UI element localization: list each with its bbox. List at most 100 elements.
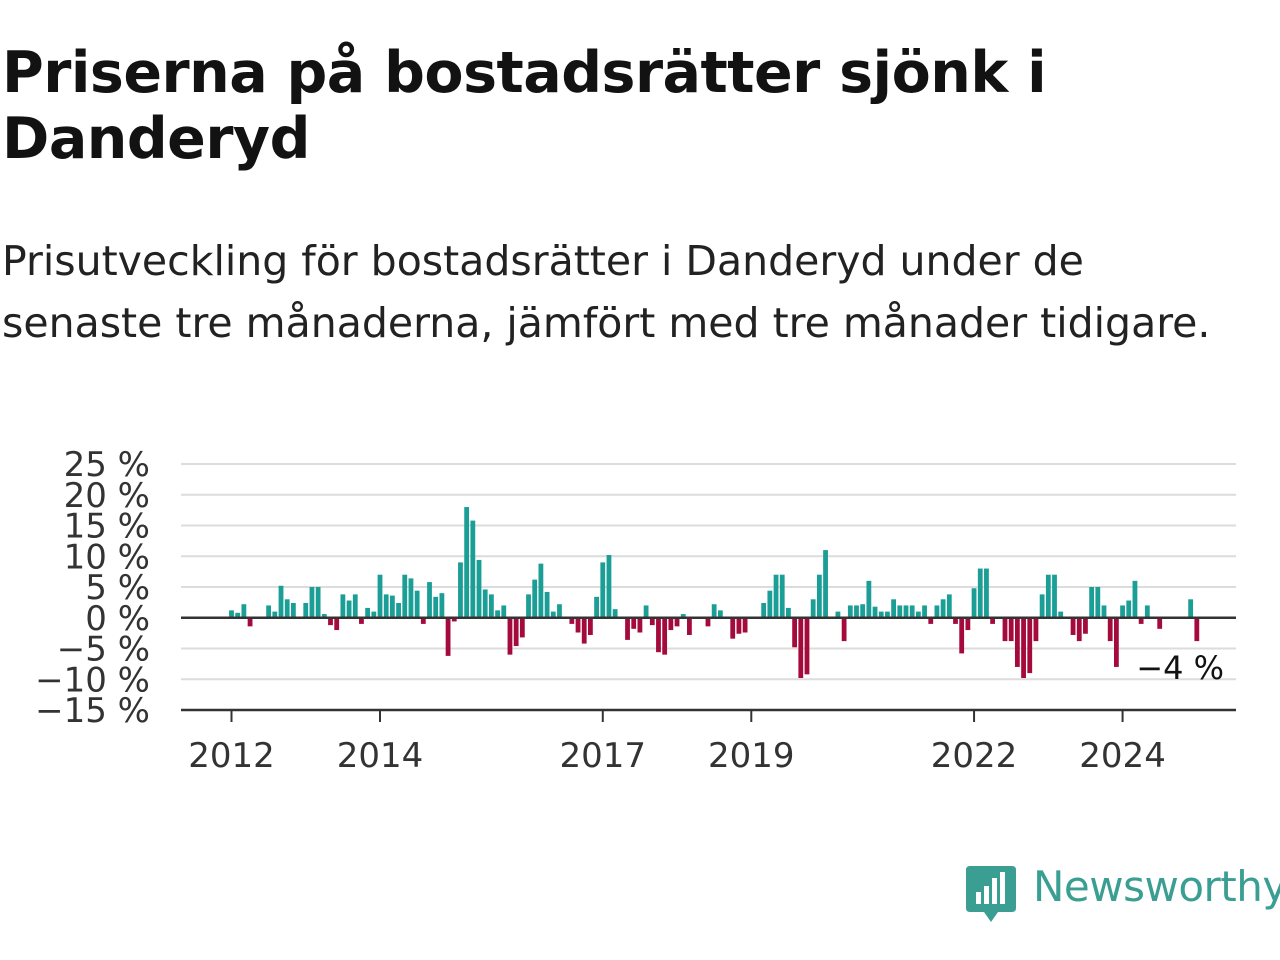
y-tick-label: 10 % [64, 537, 150, 577]
bar [761, 602, 767, 618]
bar [736, 617, 742, 634]
bar [606, 555, 612, 618]
bar [513, 617, 519, 647]
x-axis-labels: 2012 2014 2017 2019 2022 2024 [188, 710, 1166, 776]
bar [860, 604, 866, 618]
bar [922, 605, 927, 618]
bar [878, 611, 884, 618]
bar [866, 580, 872, 618]
bar [705, 617, 711, 627]
bar [1008, 617, 1014, 642]
bar [891, 599, 897, 618]
bar [1144, 605, 1150, 618]
bar [495, 610, 500, 618]
y-tick-label: 20 % [64, 476, 150, 516]
bar [946, 594, 952, 618]
bar [940, 599, 946, 618]
bar [928, 617, 934, 624]
bar [476, 559, 482, 618]
bar [315, 587, 321, 618]
bar [810, 599, 816, 618]
bar [247, 617, 253, 627]
bar [680, 614, 686, 618]
bar [588, 617, 593, 635]
bar [1033, 617, 1039, 642]
bar [903, 605, 909, 618]
bar [470, 520, 476, 618]
bar [909, 605, 915, 618]
bar [717, 610, 723, 618]
grid-lines [181, 463, 1236, 681]
bar [1052, 574, 1057, 618]
bar [464, 507, 470, 618]
x-tick-label: 2012 [188, 736, 275, 776]
bar [284, 599, 290, 618]
y-tick-label: −10 % [35, 660, 150, 700]
bar [309, 587, 315, 618]
bar [804, 617, 810, 675]
bar [841, 617, 847, 642]
x-tick-label: 2014 [337, 736, 424, 776]
bar [414, 590, 420, 618]
bar [235, 612, 241, 618]
bar [971, 588, 977, 618]
bar [1076, 617, 1082, 642]
bar [1101, 605, 1107, 618]
bar [1058, 611, 1064, 618]
brand-name: Newsworthy [1033, 862, 1280, 911]
bar [953, 617, 958, 624]
bar [1138, 617, 1144, 624]
bar [1089, 587, 1095, 618]
bar [303, 602, 309, 618]
bar [507, 617, 513, 655]
bar [872, 606, 878, 618]
x-tick-label: 2022 [931, 736, 1018, 776]
bar [742, 617, 748, 633]
bar [847, 605, 853, 618]
bar [272, 611, 278, 618]
bar [1107, 617, 1113, 642]
bar [637, 617, 643, 633]
bar [823, 550, 828, 618]
bar [396, 602, 401, 618]
bar [229, 610, 234, 618]
y-tick-label: 5 % [85, 568, 150, 608]
bar [526, 594, 531, 618]
x-tick-label: 2017 [560, 736, 647, 776]
bar [439, 593, 445, 618]
y-tick-label: 15 % [64, 507, 150, 547]
bar [482, 589, 488, 618]
bar [1002, 617, 1008, 642]
bar [656, 617, 661, 653]
bar [835, 611, 841, 618]
bar [730, 617, 736, 639]
x-tick-label: 2024 [1079, 736, 1166, 776]
bar [816, 574, 822, 618]
bar [792, 617, 798, 648]
y-tick-label: 0 % [85, 599, 150, 639]
bar [346, 600, 352, 618]
bar [773, 574, 779, 618]
bar [915, 611, 921, 618]
bar [544, 591, 550, 618]
bar [625, 617, 630, 640]
bar [402, 574, 408, 618]
bar [445, 617, 451, 656]
bar [538, 563, 544, 618]
bar [600, 562, 606, 618]
bar [767, 590, 773, 618]
bar [1070, 617, 1076, 635]
bar [959, 617, 965, 654]
bar [1021, 617, 1026, 679]
bar [594, 596, 599, 618]
bar [340, 594, 346, 618]
bar [984, 568, 989, 618]
bar [687, 617, 692, 635]
bar [711, 604, 717, 618]
y-tick-label: −15 % [35, 691, 150, 731]
chart-title: Priserna på bostadsrätter sjönk i Dander… [2, 40, 1047, 172]
bar [965, 617, 971, 631]
bar [532, 579, 538, 618]
bar [1083, 617, 1088, 634]
bar [779, 574, 785, 618]
